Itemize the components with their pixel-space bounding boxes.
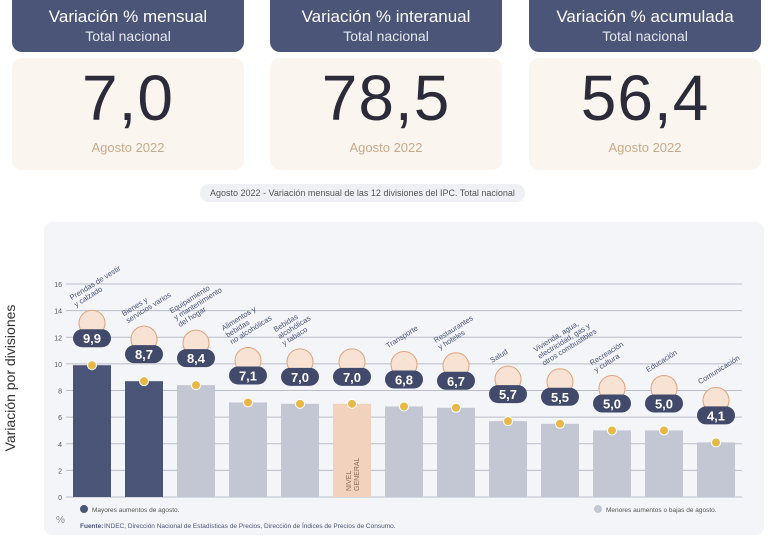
bar [593,430,631,497]
kpi-period: Agosto 2022 [608,140,682,155]
bar [125,381,163,497]
value-label: 6,8 [395,372,413,387]
y-tick-label: 0 [58,495,62,502]
value-dot [347,398,357,409]
value-dot [451,402,461,413]
value-label: 8,7 [135,347,153,362]
kpi-body: 78,5 Agosto 2022 [270,58,502,170]
value-badge [229,366,267,385]
kpi-body: 56,4 Agosto 2022 [529,58,761,170]
value-dot [555,418,565,429]
kpi-value: 78,5 [321,62,451,134]
kpi-header: Variación % mensual Total nacional [12,0,244,52]
value-badge [73,329,111,348]
value-dot [87,360,97,371]
y-tick-label: 14 [54,309,62,316]
legend-marker-high [80,505,88,513]
kpi-value: 7,0 [82,62,174,134]
legend-marker-low [594,505,602,513]
kpi-title: Variación % mensual [48,7,208,26]
y-tick-label: 16 [54,282,62,289]
source-text: INDEC, Dirección Nacional de Estadística… [104,521,396,530]
value-label: 5,0 [603,396,621,411]
y-tick-label: 12 [54,335,62,342]
bar [73,365,111,497]
kpi-card-yearly: Variación % interanual Total nacional 78… [270,0,502,170]
value-badge [593,394,631,413]
value-label: 5,0 [655,396,673,411]
bar [281,403,319,497]
value-dot [243,397,253,408]
kpi-card-cumulative: Variación % acumulada Total nacional 56,… [529,0,761,170]
kpi-body: 7,0 Agosto 2022 [12,58,244,170]
value-label: 6,7 [447,374,465,389]
value-dot [295,398,305,409]
kpi-subtitle: Total nacional [85,28,171,44]
kpi-period: Agosto 2022 [349,140,423,155]
value-label: 8,4 [187,351,206,366]
chart-title: Agosto 2022 - Variación mensual de las 1… [200,184,525,202]
kpi-subtitle: Total nacional [602,28,688,44]
bar [697,442,735,497]
legend-label-low: Menores aumentos o bajas de agosto. [606,507,717,514]
value-dot [139,376,149,387]
value-badge [437,371,475,390]
value-dot [399,401,409,412]
kpi-header: Variación % acumulada Total nacional [529,0,761,52]
category-label: NIVELGENERAL [346,457,361,491]
bar [385,406,423,497]
source-label: Fuente: [80,523,103,530]
value-badge [489,385,527,404]
kpi-header: Variación % interanual Total nacional [270,0,502,52]
bar [489,421,527,497]
value-badge [645,394,683,413]
value-badge [541,387,579,406]
kpi-value: 56,4 [580,62,710,134]
value-label: 9,9 [83,331,101,346]
bar [645,430,683,497]
value-label: 7,0 [343,370,361,385]
value-badge [281,367,319,386]
y-tick-label: 2 [58,468,62,475]
kpi-title: Variación % acumulada [556,7,734,26]
y-tick-label: 6 [58,415,62,422]
value-label: 7,1 [239,368,257,383]
value-badge [177,349,215,368]
value-label: 5,5 [551,390,569,405]
legend-label-high: Mayores aumentos de agosto. [92,507,180,514]
value-badge [333,367,371,386]
value-dot [711,437,721,448]
bar [229,402,267,497]
y-unit-label: % [56,515,65,526]
value-label: 7,0 [291,370,309,385]
bar [437,407,475,497]
value-dot [191,380,201,391]
bar [177,385,215,497]
value-badge [697,406,735,425]
value-label: 4,1 [707,408,725,423]
value-dot [607,425,617,436]
bar [333,403,371,497]
value-label: 5,7 [499,387,517,402]
value-badge [385,370,423,389]
kpi-period: Agosto 2022 [91,140,165,155]
bar [541,423,579,497]
y-tick-label: 10 [54,362,62,369]
value-dot [503,416,513,427]
value-dot [659,425,669,436]
kpi-card-monthly: Variación % mensual Total nacional 7,0 A… [12,0,244,170]
y-tick-label: 4 [58,442,62,449]
y-tick-label: 8 [58,389,62,396]
kpi-title: Variación % interanual [301,7,471,26]
value-badge [125,345,163,364]
kpi-subtitle: Total nacional [343,28,429,44]
